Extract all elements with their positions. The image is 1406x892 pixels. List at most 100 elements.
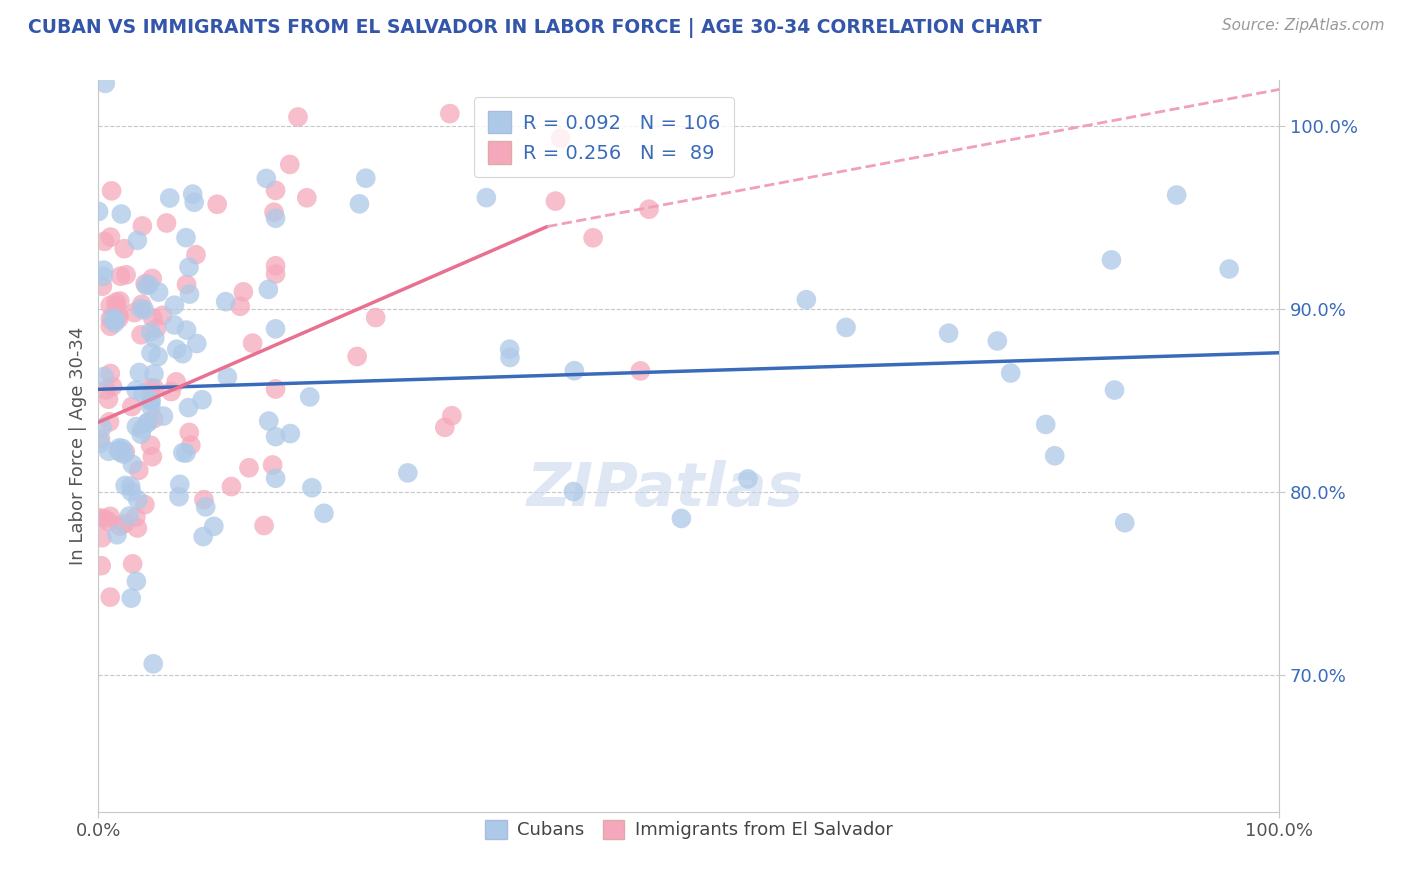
Point bbox=[93, 235, 115, 249]
Point bbox=[128, 366, 150, 380]
Point bbox=[254, 171, 277, 186]
Point bbox=[142, 412, 165, 426]
Point bbox=[124, 305, 146, 319]
Point bbox=[112, 447, 135, 461]
Point bbox=[108, 311, 131, 326]
Point bbox=[152, 409, 174, 423]
Point bbox=[217, 369, 239, 384]
Point bbox=[114, 516, 136, 531]
Point bbox=[121, 458, 143, 472]
Point bbox=[87, 204, 110, 219]
Point bbox=[295, 191, 318, 205]
Point bbox=[97, 444, 120, 458]
Point bbox=[98, 311, 121, 326]
Point bbox=[180, 438, 202, 452]
Point bbox=[671, 511, 693, 525]
Point bbox=[142, 657, 165, 671]
Point bbox=[179, 425, 201, 440]
Point bbox=[139, 394, 162, 409]
Point bbox=[114, 445, 136, 459]
Point bbox=[104, 312, 127, 326]
Point bbox=[97, 515, 120, 529]
Point bbox=[118, 509, 141, 524]
Point bbox=[101, 379, 124, 393]
Point bbox=[90, 558, 112, 573]
Point bbox=[91, 420, 114, 434]
Point bbox=[104, 316, 127, 330]
Point bbox=[1099, 252, 1122, 267]
Point bbox=[105, 295, 128, 310]
Point bbox=[148, 285, 170, 300]
Point bbox=[560, 57, 582, 71]
Point bbox=[143, 381, 166, 395]
Point bbox=[172, 346, 194, 360]
Point bbox=[96, 62, 118, 76]
Point bbox=[107, 308, 129, 322]
Point bbox=[146, 350, 169, 364]
Point bbox=[139, 381, 162, 395]
Point bbox=[127, 233, 149, 247]
Point bbox=[139, 325, 162, 339]
Point bbox=[112, 242, 135, 256]
Point bbox=[439, 106, 461, 120]
Point bbox=[264, 382, 287, 396]
Point bbox=[349, 197, 371, 211]
Point bbox=[183, 195, 205, 210]
Point bbox=[229, 299, 252, 313]
Point bbox=[1043, 449, 1066, 463]
Point bbox=[134, 498, 156, 512]
Point bbox=[396, 466, 419, 480]
Point bbox=[110, 445, 132, 459]
Point bbox=[108, 441, 131, 455]
Point bbox=[242, 336, 264, 351]
Point bbox=[232, 285, 254, 299]
Point bbox=[105, 299, 128, 313]
Point bbox=[177, 260, 200, 274]
Point bbox=[125, 419, 148, 434]
Point bbox=[262, 14, 284, 29]
Point bbox=[257, 414, 280, 428]
Point bbox=[582, 231, 605, 245]
Point bbox=[167, 490, 190, 504]
Point bbox=[108, 519, 131, 533]
Point bbox=[121, 557, 143, 571]
Point bbox=[264, 267, 287, 281]
Point bbox=[938, 326, 960, 341]
Point bbox=[91, 531, 114, 545]
Point bbox=[174, 230, 197, 244]
Point bbox=[91, 279, 114, 293]
Point bbox=[364, 310, 387, 325]
Point bbox=[100, 184, 122, 198]
Point bbox=[89, 432, 111, 446]
Point bbox=[176, 277, 198, 292]
Point bbox=[498, 342, 520, 356]
Point bbox=[141, 386, 163, 401]
Point bbox=[499, 351, 522, 365]
Point bbox=[287, 110, 309, 124]
Point bbox=[301, 481, 323, 495]
Point bbox=[94, 383, 117, 397]
Point bbox=[835, 320, 858, 334]
Point bbox=[166, 342, 188, 356]
Point bbox=[1218, 262, 1240, 277]
Point bbox=[163, 298, 186, 312]
Point bbox=[145, 321, 167, 335]
Point bbox=[125, 574, 148, 589]
Point bbox=[115, 268, 138, 282]
Point bbox=[544, 194, 567, 208]
Point bbox=[165, 375, 187, 389]
Point bbox=[184, 248, 207, 262]
Point bbox=[737, 472, 759, 486]
Point bbox=[264, 471, 287, 485]
Point bbox=[202, 519, 225, 533]
Point bbox=[191, 392, 214, 407]
Point bbox=[163, 318, 186, 332]
Point bbox=[346, 350, 368, 364]
Point bbox=[101, 311, 124, 326]
Y-axis label: In Labor Force | Age 30-34: In Labor Force | Age 30-34 bbox=[69, 326, 87, 566]
Point bbox=[141, 450, 163, 464]
Point bbox=[135, 278, 157, 293]
Point bbox=[177, 401, 200, 415]
Point bbox=[205, 197, 228, 211]
Point bbox=[110, 269, 132, 284]
